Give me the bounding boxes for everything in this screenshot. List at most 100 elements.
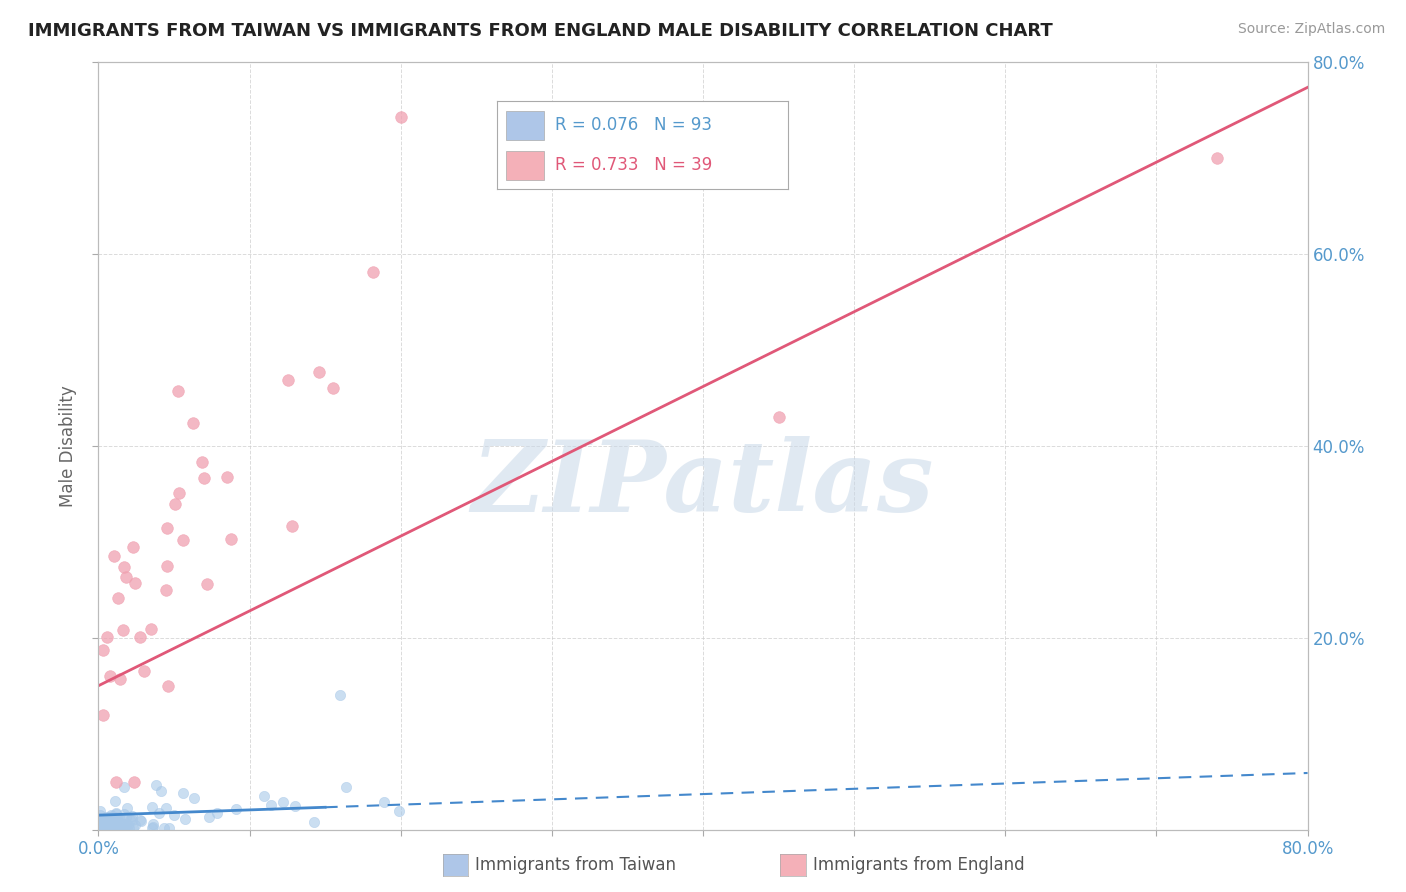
Point [107, 591, 129, 605]
Point [93, 818, 115, 832]
Point [172, 786, 194, 800]
Point [217, 470, 239, 484]
Point [93, 822, 115, 836]
Point [89, 814, 111, 828]
Point [149, 784, 172, 798]
Point [101, 811, 124, 825]
Point [100, 821, 122, 835]
Point [96, 821, 118, 835]
Point [121, 813, 143, 827]
Point [308, 365, 330, 379]
Point [100, 669, 122, 683]
Point [129, 814, 152, 829]
Point [100, 807, 122, 822]
Point [114, 806, 136, 821]
Point [112, 822, 135, 836]
Point [117, 818, 139, 832]
Point [90, 816, 112, 830]
Point [107, 818, 129, 832]
Point [148, 805, 170, 820]
Text: Immigrants from Taiwan: Immigrants from Taiwan [475, 856, 676, 874]
Point [141, 799, 163, 814]
Point [361, 265, 384, 279]
Y-axis label: Male Disability: Male Disability [59, 385, 77, 507]
Point [94, 818, 117, 832]
Point [156, 558, 179, 573]
Point [103, 549, 125, 563]
Point [98, 818, 121, 832]
Point [101, 818, 124, 832]
Point [157, 821, 180, 835]
Point [281, 519, 304, 533]
Point [90, 817, 112, 831]
Point [124, 818, 146, 832]
Point [207, 805, 229, 820]
Text: Source: ZipAtlas.com: Source: ZipAtlas.com [1237, 22, 1385, 37]
Point [98, 810, 121, 824]
Point [373, 795, 395, 809]
Point [181, 416, 204, 430]
Text: IMMIGRANTS FROM TAIWAN VS IMMIGRANTS FROM ENGLAND MALE DISABILITY CORRELATION CH: IMMIGRANTS FROM TAIWAN VS IMMIGRANTS FRO… [28, 22, 1053, 40]
Point [93, 822, 115, 836]
Point [329, 689, 352, 703]
Point [100, 816, 122, 830]
Point [156, 521, 179, 535]
Point [91, 814, 114, 829]
Point [89, 819, 111, 833]
Point [163, 808, 186, 822]
Point [141, 821, 163, 835]
Point [132, 664, 155, 678]
Point [89, 804, 111, 818]
Point [115, 801, 138, 815]
Point [93, 813, 115, 827]
Point [155, 582, 177, 597]
Point [172, 533, 194, 547]
Point [1206, 151, 1229, 165]
Point [284, 798, 307, 813]
Point [335, 780, 357, 794]
Point [108, 810, 131, 824]
Point [103, 820, 125, 834]
Text: Immigrants from England: Immigrants from England [813, 856, 1025, 874]
Point [104, 805, 127, 820]
Point [104, 817, 127, 831]
Point [118, 813, 141, 827]
Point [108, 672, 131, 686]
Point [225, 802, 247, 816]
Point [89, 811, 111, 825]
Point [91, 642, 114, 657]
Point [155, 801, 177, 815]
Point [110, 821, 132, 835]
Point [111, 623, 134, 637]
Point [114, 820, 136, 834]
Point [115, 816, 138, 830]
Point [142, 820, 165, 834]
Point [167, 486, 190, 500]
Point [174, 812, 197, 826]
Point [115, 570, 138, 584]
Point [271, 795, 294, 809]
Point [89, 822, 111, 836]
Point [322, 381, 344, 395]
Point [124, 575, 146, 590]
Point [115, 810, 138, 824]
Point [105, 811, 128, 825]
Point [112, 780, 135, 795]
Point [142, 817, 165, 831]
Point [389, 110, 412, 124]
Point [104, 811, 127, 825]
Point [89, 808, 111, 822]
Point [97, 815, 120, 830]
Point [122, 540, 145, 554]
Point [190, 454, 212, 468]
Point [94, 820, 117, 834]
Point [129, 630, 152, 644]
Point [157, 679, 180, 693]
Point [103, 819, 125, 833]
Point [193, 471, 215, 485]
Point [139, 622, 162, 636]
Point [128, 813, 150, 827]
Point [121, 809, 143, 823]
Point [153, 821, 176, 835]
Point [100, 820, 122, 834]
